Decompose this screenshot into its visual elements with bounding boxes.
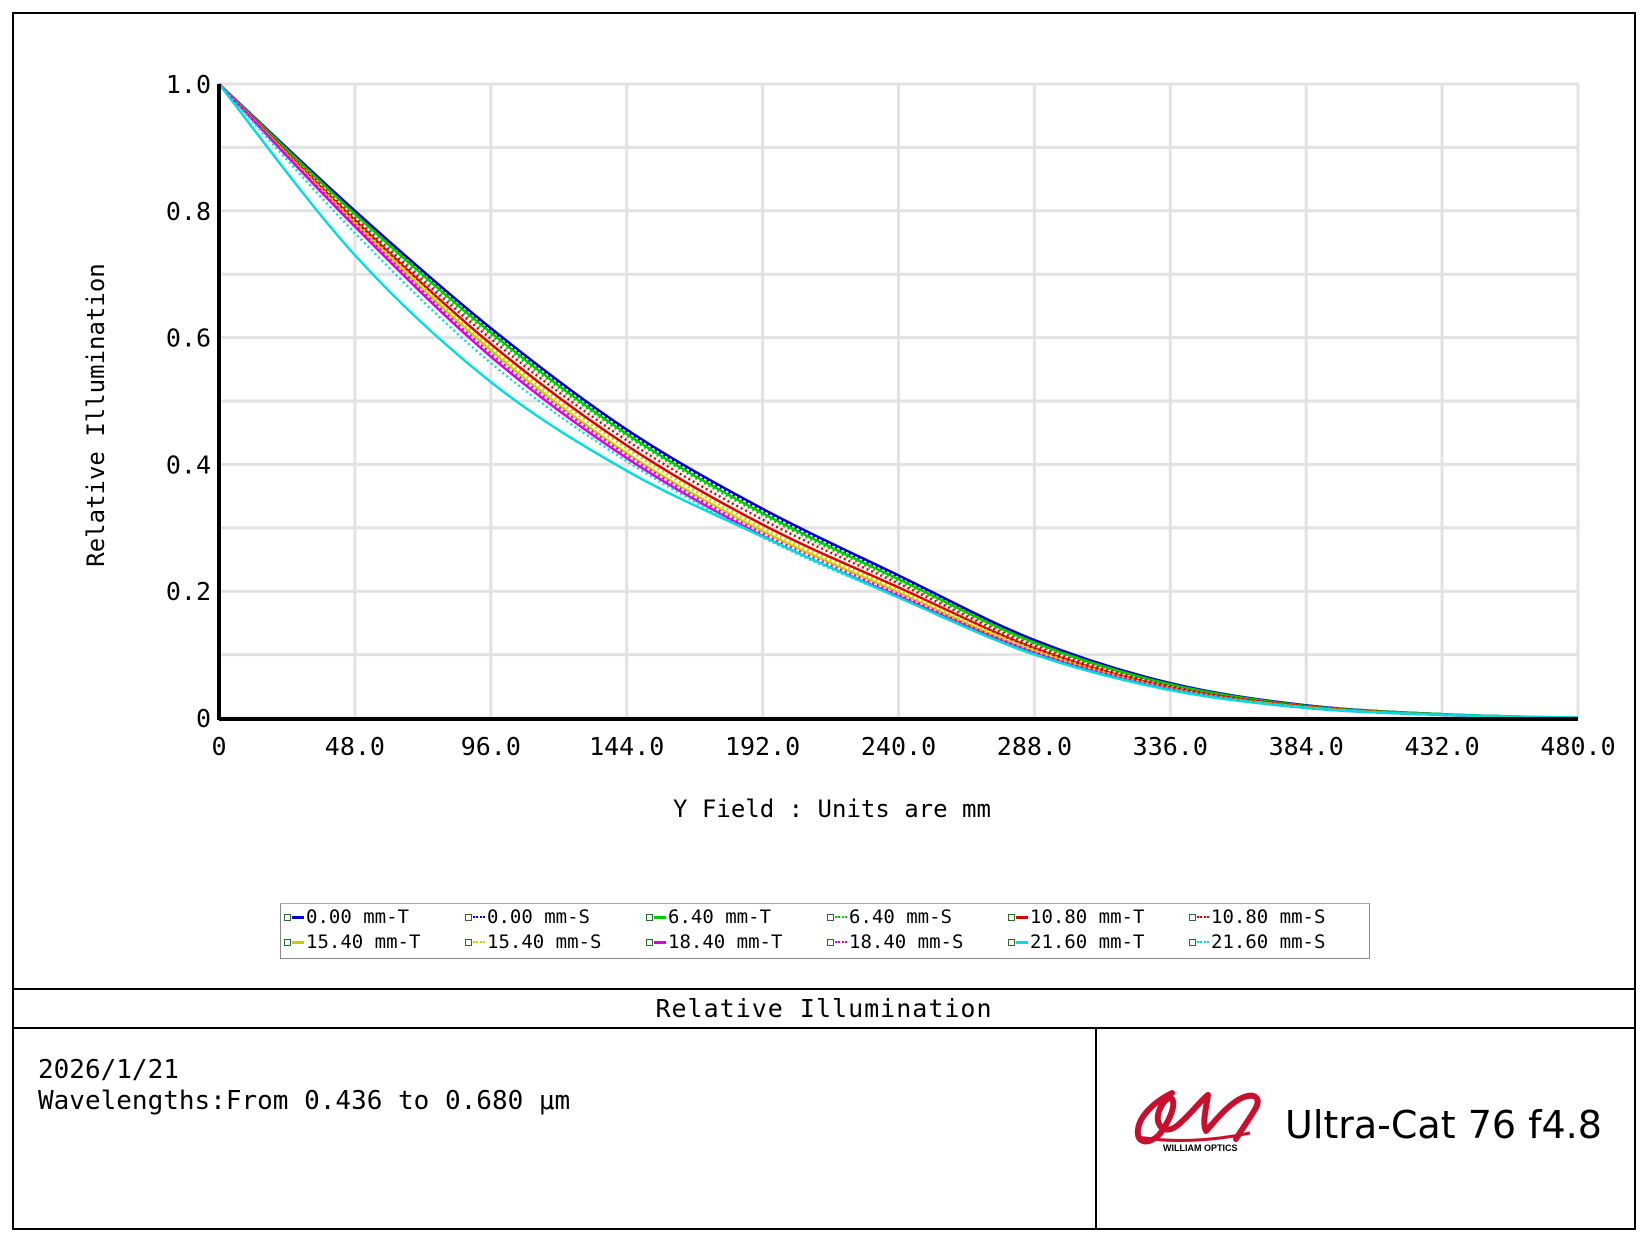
y-axis-title: Relative Illumination — [82, 263, 110, 566]
x-tick-label: 432.0 — [1404, 732, 1479, 761]
legend-marker-icon — [465, 913, 472, 921]
y-tick-label: 1.0 — [166, 70, 211, 99]
legend-item: 15.40 mm-T — [284, 930, 420, 954]
chart: 0 48.0 96.0 144.0 192.0 240.0 288.0 336.0 384.0 4… — [82, 70, 1616, 823]
y-tick-label: 0.2 — [166, 577, 211, 606]
legend-marker-icon — [646, 913, 653, 921]
grid — [217, 82, 1580, 720]
x-tick-label: 0 — [211, 732, 226, 761]
legend-label: 18.40 mm-T — [668, 931, 783, 953]
x-tick-label: 48.0 — [325, 732, 385, 761]
product-title: Ultra-Cat 76 f4.8 — [1285, 1103, 1602, 1147]
x-tick-label: 288.0 — [997, 732, 1072, 761]
legend-label: 10.80 mm-T — [1030, 906, 1145, 928]
plot-frame — [12, 12, 1636, 1230]
date-text: 2026/1/21 — [38, 1055, 179, 1085]
tick-labels: 0 48.0 96.0 144.0 192.0 240.0 288.0 336.0 384.0 4… — [166, 70, 1616, 761]
legend-item: 21.60 mm-S — [1189, 930, 1325, 954]
legend-label: 21.60 mm-T — [1030, 931, 1145, 953]
series-lines — [218, 83, 1579, 720]
logo-wordmark: WILLIAM OPTICS — [1163, 1143, 1238, 1153]
legend-label: 15.40 mm-S — [487, 931, 602, 953]
legend-label: 21.60 mm-S — [1211, 931, 1326, 953]
william-optics-logo — [1134, 1090, 1261, 1145]
legend-item: 6.40 mm-S — [827, 905, 952, 929]
legend-label: 18.40 mm-S — [849, 931, 964, 953]
x-tick-label: 384.0 — [1269, 732, 1344, 761]
x-tick-label: 480.0 — [1540, 732, 1615, 761]
legend-swatch — [835, 916, 847, 918]
legend-swatch — [1197, 941, 1209, 943]
legend-swatch — [654, 915, 666, 919]
series-line — [218, 83, 1579, 720]
legend-swatch — [835, 941, 847, 943]
x-axis-title: Y Field : Units are mm — [673, 795, 991, 823]
legend-item: 10.80 mm-T — [1008, 905, 1144, 929]
y-tick-label: 0 — [196, 704, 211, 733]
chart-title: Relative Illumination — [12, 988, 1636, 1029]
legend-label: 10.80 mm-S — [1211, 906, 1326, 928]
y-tick-label: 0.4 — [166, 450, 211, 479]
legend-swatch — [473, 916, 485, 918]
legend-swatch — [1197, 916, 1209, 918]
legend-item: 0.00 mm-S — [465, 905, 590, 929]
legend-swatch — [1016, 915, 1028, 919]
legend-marker-icon — [284, 913, 291, 921]
legend-swatch — [473, 941, 485, 943]
legend-marker-icon — [1189, 913, 1196, 921]
y-tick-label: 0.8 — [166, 197, 211, 226]
x-tick-label: 144.0 — [589, 732, 664, 761]
legend-item: 18.40 mm-T — [646, 930, 782, 954]
legend-marker-icon — [465, 938, 472, 946]
y-tick-label: 0.6 — [166, 324, 211, 353]
legend-label: 15.40 mm-T — [306, 931, 421, 953]
legend-swatch — [292, 915, 304, 919]
x-tick-label: 96.0 — [461, 732, 521, 761]
series-line — [218, 83, 1579, 720]
legend-item: 15.40 mm-S — [465, 930, 601, 954]
legend-item: 0.00 mm-T — [284, 905, 409, 929]
x-tick-label: 192.0 — [725, 732, 800, 761]
legend-marker-icon — [1008, 938, 1015, 946]
legend-item: 6.40 mm-T — [646, 905, 771, 929]
legend-marker-icon — [1008, 913, 1015, 921]
legend-label: 6.40 mm-T — [668, 906, 771, 928]
legend-marker-icon — [827, 913, 834, 921]
legend-swatch — [1016, 940, 1028, 944]
info-divider — [1095, 1028, 1097, 1230]
legend-label: 0.00 mm-S — [487, 906, 590, 928]
legend-swatch — [292, 940, 304, 944]
legend-label: 0.00 mm-T — [306, 906, 409, 928]
x-tick-label: 240.0 — [861, 732, 936, 761]
series-line — [218, 83, 1579, 720]
legend-label: 6.40 mm-S — [849, 906, 952, 928]
wavelengths-text: Wavelengths:From 0.436 to 0.680 μm — [38, 1086, 571, 1116]
legend-marker-icon — [1189, 938, 1196, 946]
legend-swatch — [654, 940, 666, 944]
legend-marker-icon — [646, 938, 653, 946]
legend-marker-icon — [284, 938, 291, 946]
x-tick-label: 336.0 — [1133, 732, 1208, 761]
axes — [217, 84, 1578, 721]
legend-item: 10.80 mm-S — [1189, 905, 1325, 929]
info-block: 2026/1/21 Wavelengths:From 0.436 to 0.68… — [38, 1055, 570, 1117]
legend: 0.00 mm-T 0.00 mm-S 6.40 mm-T 6.40 mm-S 10.8… — [280, 903, 1370, 959]
legend-marker-icon — [827, 938, 834, 946]
legend-item: 18.40 mm-S — [827, 930, 963, 954]
legend-item: 21.60 mm-T — [1008, 930, 1144, 954]
